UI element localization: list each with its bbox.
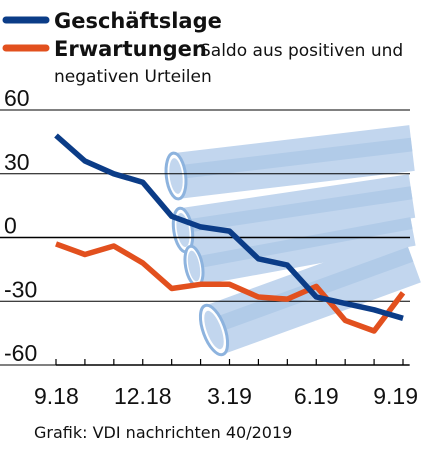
x-tick-label: 9.18 [34, 383, 79, 409]
legend-note-line-2: negativen Urteilen [54, 67, 212, 87]
y-tick-label: 0 [4, 213, 17, 239]
pipe-shade [181, 186, 413, 234]
legend-note-line-1: Saldo aus positiven und [200, 41, 403, 61]
series-line-1 [55, 241, 406, 334]
y-tick-label: 30 [4, 149, 30, 175]
pipe-shade [174, 137, 413, 180]
source-note: Grafik: VDI nachrichten 40/2019 [34, 423, 292, 442]
legend-label-1: Erwartungen [54, 37, 207, 61]
y-tick-label: -30 [4, 276, 37, 302]
x-tick-label: 12.18 [114, 383, 172, 409]
pipe-top [164, 125, 415, 201]
y-tick-label: -60 [4, 340, 37, 366]
pipe-inner [169, 158, 183, 194]
y-tick-labels: 60 30 0 -30 -60 [4, 85, 37, 366]
pipe-lower [183, 206, 416, 288]
pipe-shade [192, 217, 413, 269]
pipe-inner [187, 250, 201, 282]
series-line-0 [54, 133, 404, 321]
y-tick-label: 60 [4, 85, 30, 111]
legend: Geschäftslage Erwartungen Saldo aus posi… [2, 9, 403, 87]
x-tick-label: 9.19 [373, 383, 418, 409]
pipe-inner [204, 310, 224, 350]
x-tick-label: 6.19 [294, 383, 339, 409]
series-lines [54, 133, 406, 334]
x-tick-labels: 9.18 12.18 3.19 6.19 9.19 [34, 383, 418, 409]
x-axis [55, 359, 409, 366]
legend-label-0: Geschäftslage [54, 9, 222, 33]
x-tick-label: 3.19 [207, 383, 252, 409]
